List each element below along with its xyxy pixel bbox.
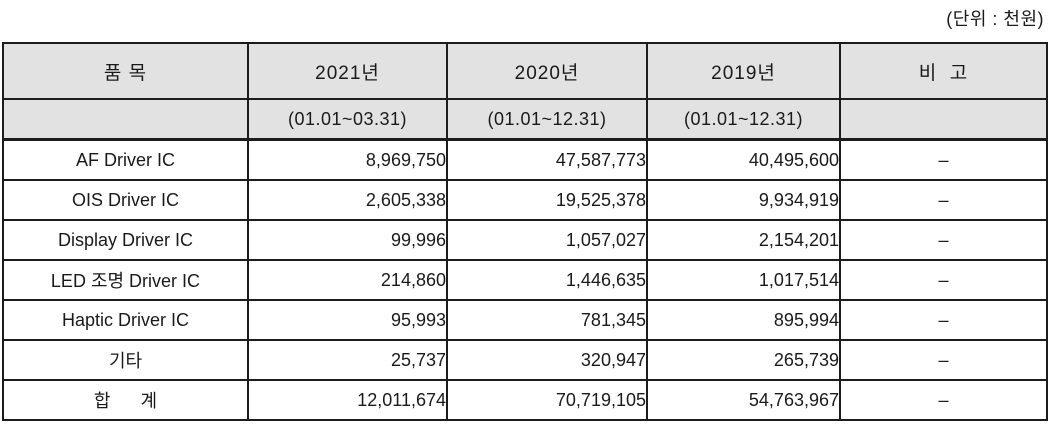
value-2021-cell: 8,969,750 (247, 138, 448, 181)
value-2020-cell: 47,587,773 (446, 138, 648, 181)
value-2019-cell: 265,739 (646, 339, 841, 381)
value-2021-cell: 99,996 (247, 219, 448, 261)
column-header-2020: 2020년 (446, 42, 648, 100)
value-2021-cell: 2,605,338 (247, 179, 448, 221)
table-row-led-driver-ic: LED 조명 Driver IC 214,860 1,446,635 1,017… (2, 259, 1048, 301)
table-row-haptic-driver-ic: Haptic Driver IC 95,993 781,345 895,994 … (2, 299, 1048, 341)
column-header-2019: 2019년 (646, 42, 841, 100)
subheader-item-period (2, 98, 249, 141)
value-2019-cell: 895,994 (646, 299, 841, 341)
item-cell: AF Driver IC (2, 138, 249, 181)
item-cell: 기타 (2, 339, 249, 381)
table-row-display-driver-ic: Display Driver IC 99,996 1,057,027 2,154… (2, 219, 1048, 261)
value-2019-cell: 1,017,514 (646, 259, 841, 301)
note-cell: – (839, 299, 1048, 341)
value-2020-cell: 781,345 (446, 299, 648, 341)
table-header-row: 품 목 2021년 2020년 2019년 비 고 (2, 42, 1048, 100)
table-row-af-driver-ic: AF Driver IC 8,969,750 47,587,773 40,495… (2, 138, 1048, 181)
column-header-2021: 2021년 (247, 42, 448, 100)
table-row-ois-driver-ic: OIS Driver IC 2,605,338 19,525,378 9,934… (2, 179, 1048, 221)
item-cell: Display Driver IC (2, 219, 249, 261)
subheader-2021-period: (01.01~03.31) (247, 98, 448, 141)
note-cell: – (839, 219, 1048, 261)
note-cell: – (839, 138, 1048, 181)
value-2020-cell: 1,446,635 (446, 259, 648, 301)
value-2020-cell: 1,057,027 (446, 219, 648, 261)
value-2019-cell: 54,763,967 (646, 379, 841, 421)
value-2019-cell: 2,154,201 (646, 219, 841, 261)
sales-by-item-table: 품 목 2021년 2020년 2019년 비 고 (01.01~03.31) … (2, 42, 1048, 421)
column-header-item: 품 목 (2, 42, 249, 100)
table-row-total: 합 계 12,011,674 70,719,105 54,763,967 – (2, 379, 1048, 421)
unit-label: (단위 : 천원) (946, 9, 1044, 29)
value-2020-cell: 70,719,105 (446, 379, 648, 421)
table-body: AF Driver IC 8,969,750 47,587,773 40,495… (2, 138, 1048, 421)
value-2021-cell: 25,737 (247, 339, 448, 381)
value-2020-cell: 19,525,378 (446, 179, 648, 221)
subheader-2020-period: (01.01~12.31) (446, 98, 648, 141)
value-2021-cell: 214,860 (247, 259, 448, 301)
note-cell: – (839, 259, 1048, 301)
value-2020-cell: 320,947 (446, 339, 648, 381)
value-2019-cell: 9,934,919 (646, 179, 841, 221)
table-header: 품 목 2021년 2020년 2019년 비 고 (01.01~03.31) … (2, 42, 1048, 141)
note-cell: – (839, 339, 1048, 381)
note-cell: – (839, 179, 1048, 221)
note-cell: – (839, 379, 1048, 421)
table-row-etc: 기타 25,737 320,947 265,739 – (2, 339, 1048, 381)
value-2019-cell: 40,495,600 (646, 138, 841, 181)
total-label-cell: 합 계 (2, 379, 249, 421)
item-cell: Haptic Driver IC (2, 299, 249, 341)
item-cell: LED 조명 Driver IC (2, 259, 249, 301)
subheader-note-period (839, 98, 1048, 141)
table-subheader-row: (01.01~03.31) (01.01~12.31) (01.01~12.31… (2, 98, 1048, 141)
column-header-note: 비 고 (839, 42, 1048, 100)
item-cell: OIS Driver IC (2, 179, 249, 221)
value-2021-cell: 12,011,674 (247, 379, 448, 421)
subheader-2019-period: (01.01~12.31) (646, 98, 841, 141)
value-2021-cell: 95,993 (247, 299, 448, 341)
